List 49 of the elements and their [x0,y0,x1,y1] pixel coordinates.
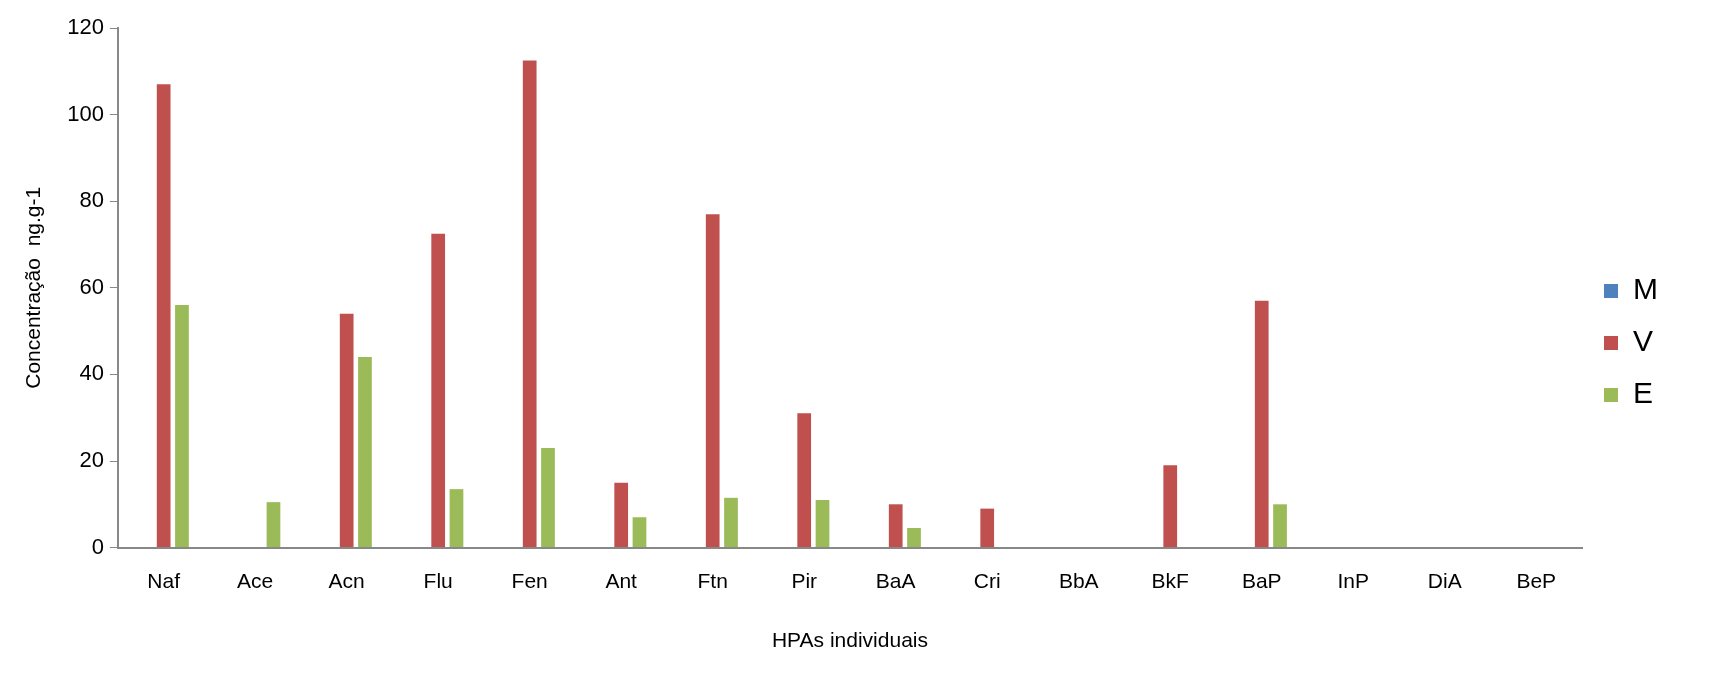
y-tick-label: 20 [79,447,104,473]
bar [522,60,537,548]
y-tick-label: 100 [67,100,104,126]
x-tick-label: BkF [1151,569,1189,592]
x-tick-label: BbA [1058,569,1099,592]
x-tick-label: Pir [791,569,818,592]
y-tick-label: 40 [79,360,104,386]
bar [614,482,629,548]
y-tick-label: 80 [79,187,104,213]
y-tick-label: 60 [79,273,104,299]
x-tick-label: BaP [1241,569,1282,592]
bar [541,448,555,548]
legend-label: M [1633,272,1659,306]
bar [431,233,446,548]
bar [175,305,189,548]
bar [358,357,372,548]
bar [705,214,720,548]
bar [266,502,281,548]
bar [797,413,812,548]
y-tick-label: 0 [91,533,104,559]
x-tick-label: Fen [511,569,548,592]
bar [632,517,647,548]
x-tick-label: Cri [973,569,1001,592]
x-tick-label: BaA [875,569,916,592]
x-tick-label: Ant [605,569,638,592]
x-tick-label: Ftn [697,569,728,592]
bar [156,84,171,548]
bar [449,489,464,548]
legend-label: V [1633,324,1654,358]
x-tick-label: Naf [147,569,181,592]
x-tick-label: Flu [423,569,453,592]
x-tick-label: InP [1337,569,1370,592]
bar [339,313,354,548]
bar [1163,465,1178,548]
legend-label: E [1633,376,1654,410]
bar [1273,504,1287,548]
x-tick-label: BeP [1516,569,1557,592]
bar [1254,300,1269,548]
y-tick-label: 120 [67,14,104,40]
bar [724,497,738,548]
y-axis-title: Concentração ng.g-1 [21,186,45,389]
bar [815,499,830,548]
x-tick-label: Acn [328,569,365,592]
x-tick-label: Ace [237,569,274,592]
bar [907,528,921,548]
x-axis-title: HPAs individuais [771,628,928,652]
bar [888,504,903,548]
bar [980,508,995,548]
x-tick-label: DiA [1427,569,1462,592]
